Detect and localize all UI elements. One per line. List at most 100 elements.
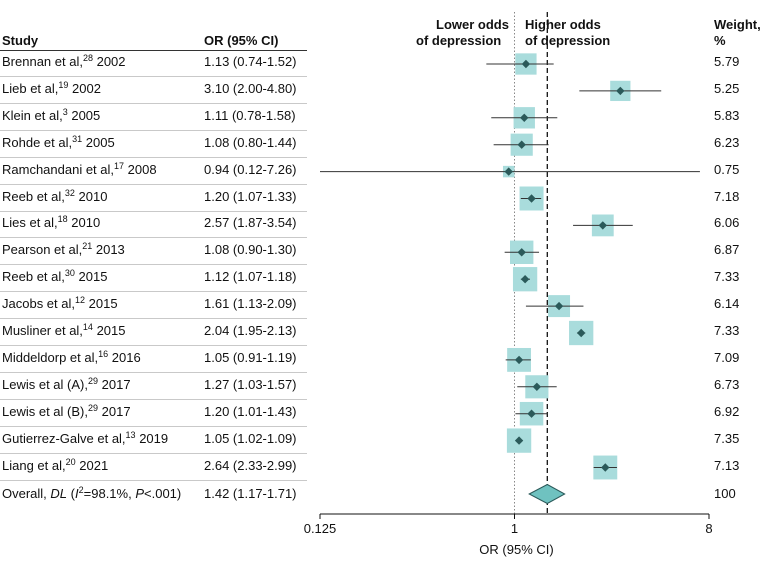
row-divider — [0, 318, 307, 319]
study-author: Lies et al, — [2, 215, 58, 231]
row-divider — [0, 157, 307, 158]
study-weight: 7.33 — [714, 323, 740, 338]
study-ref: 16 — [98, 348, 109, 359]
study-weight: 6.14 — [714, 296, 740, 312]
study-label: Brennan et al,28 2002 — [2, 53, 126, 71]
study-author: Ramchandani et al, — [2, 161, 115, 177]
study-year: 2015 — [96, 323, 126, 338]
study-author: Musliner et al, — [2, 323, 83, 338]
study-year: 2002 — [72, 80, 101, 96]
study-point-estimate — [601, 463, 610, 472]
study-author: Klein et al, — [2, 107, 63, 123]
study-point-estimate — [554, 301, 564, 311]
study-point-estimate — [517, 140, 526, 149]
study-author: Pearson et al, — [2, 242, 83, 258]
study-weight: 5.25 — [714, 80, 740, 96]
lower-odds-label-line1: Lower odds — [436, 17, 509, 32]
study-label: Musliner et al,14 2015 — [2, 322, 126, 340]
study-author: Reeb et al, — [2, 188, 65, 204]
study-point-estimate — [532, 382, 542, 391]
study-label: Lewis et al (B),29 2017 — [2, 402, 131, 421]
study-year: 2005 — [85, 134, 115, 150]
study-or-ci: 2.04 (1.95-2.13) — [204, 323, 297, 338]
study-ref: 18 — [57, 214, 68, 225]
overall-method: DL — [50, 486, 68, 501]
study-author: Gutierrez-Galve et al, — [2, 430, 126, 446]
study-author: Middeldorp et al, — [2, 349, 99, 365]
study-or-ci: 1.12 (1.07-1.18) — [204, 269, 297, 285]
overall-diamond — [528, 483, 566, 505]
study-or-ci: 0.94 (0.12-7.26) — [204, 161, 297, 177]
study-author: Lieb et al, — [2, 80, 59, 96]
row-divider — [0, 76, 307, 77]
header-rule — [0, 50, 307, 51]
study-weight: 7.35 — [714, 430, 740, 446]
study-label: Jacobs et al,12 2015 — [2, 295, 118, 313]
row-divider — [0, 130, 307, 131]
study-or-ci: 2.64 (2.33-2.99) — [204, 457, 297, 473]
study-weight: 6.73 — [714, 376, 740, 392]
study-point-estimate — [514, 436, 524, 445]
overall-p-value: <.001) — [144, 486, 182, 501]
overall-stats: =98.1%, — [83, 486, 132, 501]
study-year: 2002 — [96, 54, 126, 69]
x-tick-label: 8 — [705, 521, 712, 536]
study-label: Lieb et al,19 2002 — [2, 80, 101, 98]
study-point-estimate — [504, 167, 513, 176]
study-year: 2013 — [95, 242, 125, 258]
study-ref: 29 — [87, 402, 98, 413]
study-label: Reeb et al,30 2015 — [2, 268, 108, 286]
study-label: Liang et al,20 2021 — [2, 457, 109, 475]
x-tick-label: 1 — [511, 521, 518, 536]
weight-column-header: Weight, — [714, 17, 761, 32]
study-ref: 29 — [87, 375, 98, 386]
row-divider — [0, 237, 307, 238]
study-point-estimate — [521, 59, 531, 69]
overall-label: Overall, DL (I2=98.1%, P<.001) — [2, 485, 182, 501]
study-year: 2019 — [139, 430, 169, 446]
row-divider — [0, 264, 307, 265]
weight-unit-header: % — [714, 33, 726, 48]
study-or-ci: 1.13 (0.74-1.52) — [204, 54, 297, 69]
study-or-ci: 1.61 (1.13-2.09) — [204, 296, 297, 312]
study-weight: 6.23 — [714, 134, 740, 150]
study-or-ci: 1.20 (1.01-1.43) — [204, 403, 297, 419]
study-author: Jacobs et al, — [2, 296, 75, 312]
study-year: 2008 — [127, 161, 157, 177]
study-year: 2010 — [78, 188, 108, 204]
overall-p-symbol: P — [135, 486, 145, 501]
study-column-header: Study — [2, 33, 39, 48]
study-label: Rohde et al,31 2005 — [2, 134, 115, 152]
study-ref: 14 — [82, 322, 93, 332]
study-author: Liang et al, — [2, 457, 66, 473]
study-ref: 30 — [64, 268, 75, 279]
study-year: 2015 — [78, 269, 108, 285]
study-year: 2021 — [79, 457, 109, 473]
study-or-ci: 3.10 (2.00-4.80) — [204, 80, 297, 96]
study-point-estimate — [598, 221, 607, 230]
study-or-ci: 1.27 (1.03-1.57) — [204, 376, 297, 392]
higher-odds-label-line2: of depression — [525, 33, 611, 48]
study-author: Reeb et al, — [2, 269, 65, 285]
study-ref: 32 — [64, 187, 75, 198]
study-year: 2010 — [71, 215, 101, 231]
overall-prefix: Overall, — [2, 486, 47, 501]
row-divider — [0, 184, 307, 185]
study-or-ci: 1.05 (1.02-1.09) — [204, 430, 297, 446]
study-or-ci: 1.08 (0.80-1.44) — [204, 134, 297, 150]
study-author: Lewis et al (A), — [2, 376, 88, 392]
study-ref: 3 — [62, 106, 68, 117]
study-label: Pearson et al,21 2013 — [2, 241, 125, 259]
x-axis-label: OR (95% CI) — [479, 542, 553, 557]
row-divider — [0, 426, 307, 427]
study-weight: 7.13 — [714, 457, 740, 473]
study-point-estimate — [520, 275, 530, 284]
study-weight: 7.18 — [714, 188, 740, 204]
study-label: Gutierrez-Galve et al,13 2019 — [2, 430, 169, 448]
row-divider — [0, 399, 307, 400]
study-point-estimate — [576, 328, 586, 338]
study-year: 2015 — [88, 296, 118, 312]
study-point-estimate — [517, 248, 526, 257]
study-ref: 17 — [114, 160, 125, 171]
